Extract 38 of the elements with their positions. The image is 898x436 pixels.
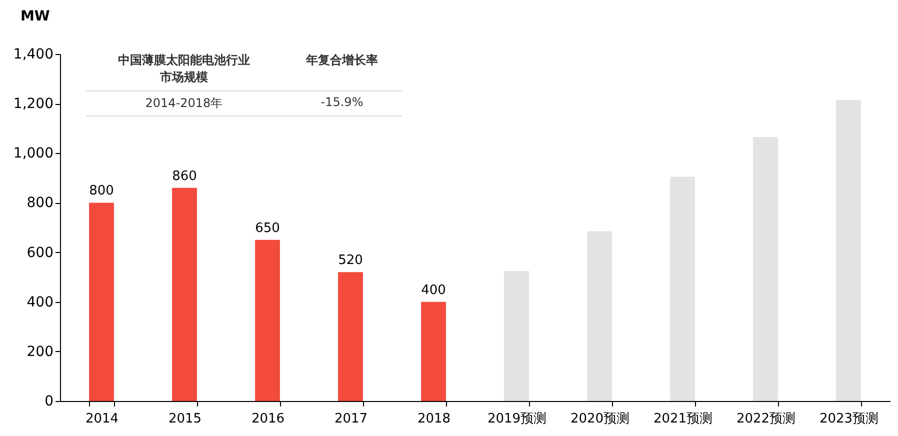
bar bbox=[670, 176, 695, 401]
data-label: 650 bbox=[255, 220, 280, 236]
bar bbox=[587, 231, 612, 401]
bar bbox=[504, 270, 529, 401]
y-tick-label: 1,200 bbox=[13, 96, 54, 112]
data-label: 800 bbox=[89, 184, 114, 199]
x-tick-label: 2020预测 bbox=[570, 412, 630, 426]
bar bbox=[836, 100, 861, 401]
y-tick-label: 1,000 bbox=[13, 146, 54, 162]
x-tick-label: 2017 bbox=[334, 412, 368, 426]
x-tick-label: 2023预测 bbox=[819, 412, 879, 426]
x-tick-label: 2014 bbox=[85, 412, 119, 426]
y-tick-label: 1,400 bbox=[13, 46, 54, 62]
x-tick-label: 2019预测 bbox=[487, 412, 547, 426]
annotation: 年复合增长率 bbox=[304, 52, 379, 69]
bar bbox=[255, 240, 280, 401]
y-axis-title: MW bbox=[20, 8, 50, 24]
annotation: 2014-2018年 bbox=[144, 95, 224, 112]
data-label: 400 bbox=[421, 282, 446, 298]
x-tick-label: 2016 bbox=[251, 412, 285, 426]
annotation: -15.9% bbox=[320, 95, 364, 111]
y-tick-label: 400 bbox=[26, 294, 54, 310]
data-label: 860 bbox=[172, 168, 197, 184]
bar bbox=[338, 272, 363, 401]
y-tick-label: 800 bbox=[26, 195, 54, 212]
annotation: 中国薄膜太阳能电池行业市场规模 bbox=[117, 52, 251, 86]
y-tick-label: 600 bbox=[26, 244, 54, 261]
bar bbox=[753, 137, 778, 401]
x-tick-label: 2022预测 bbox=[736, 412, 796, 426]
x-tick-label: 2015 bbox=[168, 412, 202, 426]
bar bbox=[89, 202, 114, 401]
y-tick-label: 0 bbox=[44, 394, 54, 410]
x-tick-label: 2021预测 bbox=[653, 412, 713, 426]
bar bbox=[172, 188, 197, 401]
y-tick-label: 200 bbox=[26, 344, 54, 360]
bar bbox=[421, 302, 446, 401]
x-tick-label: 2018 bbox=[417, 412, 451, 426]
data-label: 520 bbox=[338, 253, 363, 268]
